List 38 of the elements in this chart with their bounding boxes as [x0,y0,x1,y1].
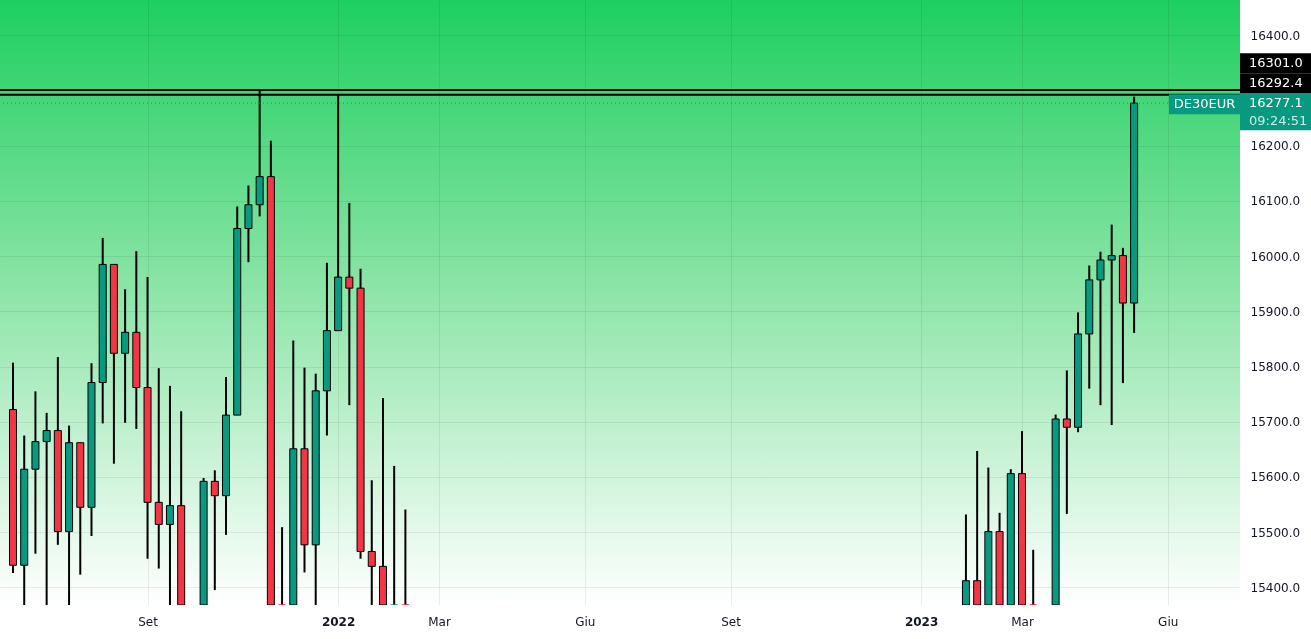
x-tick-label: Set [138,614,159,629]
candlestick [345,202,354,407]
text: 09:24:51 [1249,112,1308,128]
candlestick [121,288,130,424]
candlestick [1096,250,1105,407]
y-tick-label: 15800.0 [1250,360,1301,375]
candlestick [244,184,253,264]
candlestick [401,508,410,605]
candlestick [390,464,399,605]
candlestick [1107,223,1116,427]
candlestick [1062,369,1071,515]
y-tick-label: 16200.0 [1250,139,1301,154]
y-tick-label: 15700.0 [1250,415,1301,430]
candlestick [1029,548,1038,605]
x-tick-label: Giu [1158,614,1179,629]
candlestick [165,384,174,605]
y-tick-label: 16000.0 [1250,249,1301,264]
x-tick-label: Set [721,614,742,629]
x-tick-label: Mar [428,614,451,629]
y-tick-label: 15400.0 [1250,580,1301,595]
annotation: DE30EUR [1173,96,1236,112]
x-tick-label: 2023 [904,614,939,629]
candlestick [278,526,287,605]
y-tick-label: 15600.0 [1250,470,1301,485]
y-tick-label: 15900.0 [1250,304,1301,319]
x-tick-label: 2022 [321,614,356,629]
candlestick [42,411,51,605]
candlestick [367,479,376,605]
ref-line-label: 16292.4 [1249,75,1303,91]
ref-line-label: 16301.0 [1249,55,1303,71]
ref-line-label: 16277.1 [1249,95,1303,111]
y-tick-label: 16100.0 [1250,194,1301,209]
y-tick-label: 15500.0 [1250,525,1301,540]
x-tick-label: Mar [1011,614,1034,629]
candlestick [154,367,163,570]
y-tick-label: 16400.0 [1250,28,1301,43]
x-tick-label: Giu [575,614,596,629]
candlestick [210,469,219,592]
